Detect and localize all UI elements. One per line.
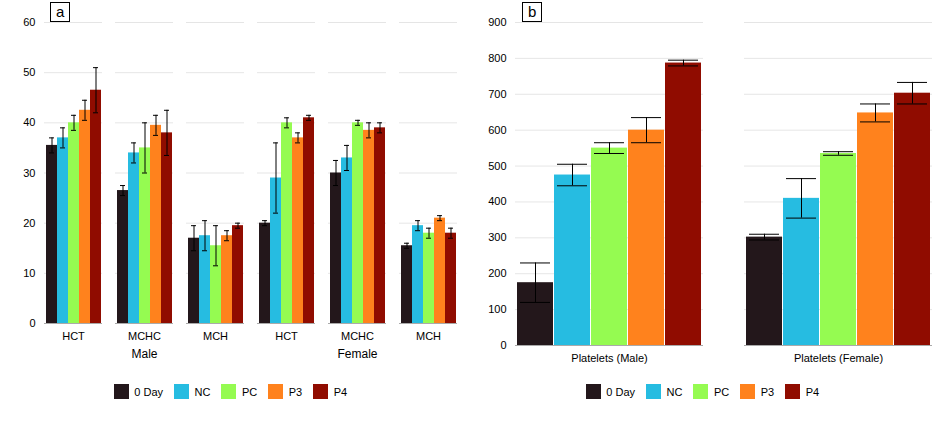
html-text:0 Day: 0 Day [606,385,636,398]
svg-text:Male: Male [131,347,157,361]
svg-text:800: 800 [488,52,506,64]
svg-text:600: 600 [488,124,506,136]
svg-text:300: 300 [488,231,506,243]
svg-text:MCH: MCH [203,330,228,342]
svg-text:900: 900 [488,16,506,28]
html-text:NC: NC [666,385,683,398]
svg-text:MCHC: MCHC [128,330,161,342]
html-text:PC: PC [242,385,258,398]
svg-text:0: 0 [500,339,506,351]
html-text:a: a [56,3,65,20]
svg-text:Platelets (Female): Platelets (Female) [794,352,883,364]
svg-text:HCT: HCT [62,330,85,342]
svg-text:60: 60 [23,16,35,28]
svg-text:500: 500 [488,160,506,172]
svg-text:MCH: MCH [416,330,441,342]
svg-text:400: 400 [488,195,506,207]
svg-text:HCT: HCT [275,330,298,342]
svg-text:MCHC: MCHC [341,330,374,342]
html-text:NC: NC [194,385,211,398]
html-text:P3: P3 [288,385,303,398]
svg-text:0: 0 [29,317,35,329]
svg-text:10: 10 [23,267,35,279]
svg-text:20: 20 [23,217,35,229]
html-text:P3: P3 [760,385,775,398]
svg-text:200: 200 [488,267,506,279]
svg-text:Platelets (Male): Platelets (Male) [571,352,647,364]
svg-text:40: 40 [23,116,35,128]
html-text:P4: P4 [333,385,348,398]
svg-text:Female: Female [337,347,377,361]
html-text:0 Day: 0 Day [134,385,164,398]
html-text:PC: PC [714,385,730,398]
svg-text:700: 700 [488,88,506,100]
html-text:P4: P4 [805,385,820,398]
html-text:b: b [528,3,537,20]
svg-text:50: 50 [23,66,35,78]
svg-text:30: 30 [23,167,35,179]
svg-text:100: 100 [488,303,506,315]
